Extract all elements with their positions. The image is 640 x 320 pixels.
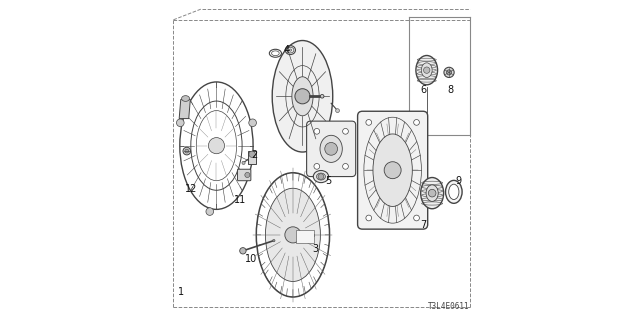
Ellipse shape xyxy=(373,134,412,206)
Text: 3: 3 xyxy=(312,244,318,254)
Text: 4: 4 xyxy=(284,45,290,55)
Circle shape xyxy=(240,248,246,254)
Circle shape xyxy=(209,138,225,154)
Circle shape xyxy=(413,120,419,125)
FancyBboxPatch shape xyxy=(248,151,256,164)
Circle shape xyxy=(183,147,191,155)
Circle shape xyxy=(447,70,452,75)
FancyBboxPatch shape xyxy=(307,121,356,177)
Ellipse shape xyxy=(445,180,462,203)
Circle shape xyxy=(314,164,320,169)
Circle shape xyxy=(321,94,324,98)
Circle shape xyxy=(249,119,257,127)
Text: 11: 11 xyxy=(234,195,246,205)
Text: 8: 8 xyxy=(447,85,454,95)
Circle shape xyxy=(324,142,337,155)
FancyBboxPatch shape xyxy=(237,169,251,181)
Circle shape xyxy=(428,189,436,197)
Ellipse shape xyxy=(420,178,444,209)
Ellipse shape xyxy=(416,55,438,85)
Text: 6: 6 xyxy=(420,85,427,95)
Ellipse shape xyxy=(320,135,342,162)
Text: 10: 10 xyxy=(245,254,258,264)
Text: 2: 2 xyxy=(252,150,258,160)
Ellipse shape xyxy=(426,185,438,201)
Ellipse shape xyxy=(421,63,432,77)
Text: 5: 5 xyxy=(325,176,331,186)
Ellipse shape xyxy=(317,173,325,180)
Ellipse shape xyxy=(292,77,313,116)
Text: 12: 12 xyxy=(185,184,197,194)
FancyBboxPatch shape xyxy=(358,111,428,229)
Circle shape xyxy=(342,128,348,134)
Circle shape xyxy=(273,239,275,242)
Text: 9: 9 xyxy=(456,176,461,186)
Circle shape xyxy=(366,120,372,125)
Circle shape xyxy=(314,128,320,134)
Circle shape xyxy=(249,151,255,157)
Ellipse shape xyxy=(314,171,328,183)
Text: 7: 7 xyxy=(420,220,427,230)
Circle shape xyxy=(384,162,401,179)
Circle shape xyxy=(424,67,430,73)
Ellipse shape xyxy=(182,96,189,101)
Text: 1: 1 xyxy=(179,287,184,297)
Circle shape xyxy=(335,109,339,113)
Circle shape xyxy=(318,174,324,180)
Polygon shape xyxy=(179,100,190,119)
Circle shape xyxy=(206,208,214,215)
Circle shape xyxy=(366,215,372,221)
Circle shape xyxy=(185,149,189,153)
Circle shape xyxy=(177,119,184,127)
Circle shape xyxy=(285,227,301,243)
Circle shape xyxy=(413,215,419,221)
FancyBboxPatch shape xyxy=(296,230,314,243)
Circle shape xyxy=(245,172,250,178)
Text: T3L4E0611: T3L4E0611 xyxy=(428,302,470,311)
Circle shape xyxy=(242,161,245,164)
Ellipse shape xyxy=(289,49,292,51)
Ellipse shape xyxy=(272,41,333,152)
Circle shape xyxy=(444,67,454,77)
Circle shape xyxy=(342,164,348,169)
Ellipse shape xyxy=(449,184,459,199)
Circle shape xyxy=(295,89,310,104)
Ellipse shape xyxy=(266,188,321,282)
